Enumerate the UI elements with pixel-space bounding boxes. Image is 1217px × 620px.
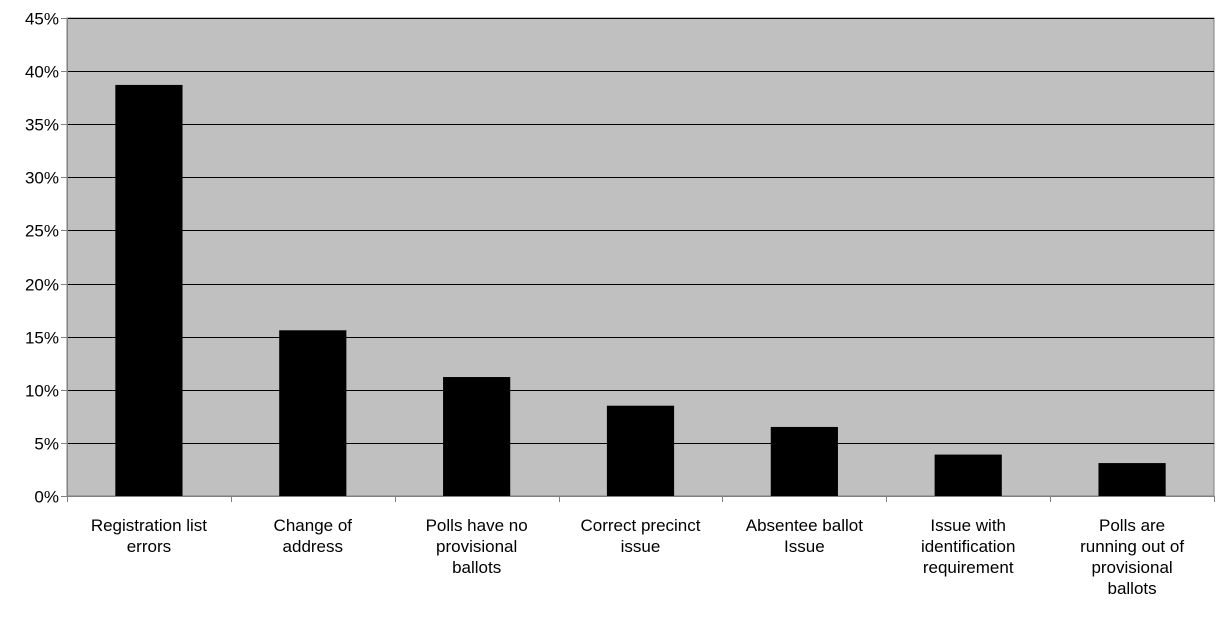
x-category-label-line: Polls have no (426, 516, 528, 535)
bar (606, 405, 675, 496)
x-category-labels: Registration list errors Change of address P… (91, 516, 1185, 598)
x-category-label-line: provisional (436, 537, 517, 556)
y-tick-labels: 0% 5% 10% 15% 20% 25% 30% 35% 40% 45% (25, 10, 59, 507)
gridlines (61, 18, 1214, 497)
y-tick-label: 10% (25, 382, 59, 401)
x-category-label-line: Issue with (930, 516, 1006, 535)
x-category-label-line: Absentee ballot (746, 516, 863, 535)
x-category-label: Change of address (274, 516, 353, 556)
x-category-label-line: Polls are (1099, 516, 1165, 535)
x-category-label: Polls are running out of provisional ballot… (1080, 516, 1184, 598)
x-category-label: Polls have no provisional ballots (426, 516, 528, 577)
x-category-label-line: Registration list (91, 516, 207, 535)
x-category-label-line: requirement (923, 558, 1014, 577)
y-tick-label: 35% (25, 116, 59, 135)
axes (67, 18, 1215, 502)
x-category-label-line: issue (621, 537, 661, 556)
bar (115, 84, 183, 497)
x-category-label-line: address (283, 537, 343, 556)
y-tick-label: 30% (25, 169, 59, 188)
x-category-label: Registration list errors (91, 516, 207, 556)
bar (770, 426, 838, 496)
x-category-label: Issue with identification requirement (921, 516, 1016, 577)
y-tick-label: 20% (25, 276, 59, 295)
y-tick-label: 25% (25, 222, 59, 241)
bar (279, 330, 347, 496)
x-category-label-line: errors (127, 537, 171, 556)
x-category-label-line: Issue (784, 537, 825, 556)
y-tick-label: 40% (25, 63, 59, 82)
x-category-label: Absentee ballot Issue (746, 516, 863, 556)
y-tick-label: 0% (34, 488, 59, 507)
y-tick-label: 45% (25, 10, 59, 29)
x-category-label-line: Correct precinct (581, 516, 701, 535)
x-category-label-line: identification (921, 537, 1016, 556)
bar (1098, 463, 1166, 496)
x-category-label-line: ballots (1108, 579, 1157, 598)
x-category-label-line: provisional (1091, 558, 1172, 577)
x-category-label: Correct precinct issue (581, 516, 701, 556)
y-tick-label: 5% (34, 435, 59, 454)
x-category-label-line: ballots (452, 558, 501, 577)
bars (115, 84, 1166, 497)
bar (443, 377, 511, 496)
x-category-label-line: running out of (1080, 537, 1184, 556)
x-category-label-line: Change of (274, 516, 353, 535)
bar (934, 454, 1002, 496)
y-tick-label: 15% (25, 329, 59, 348)
